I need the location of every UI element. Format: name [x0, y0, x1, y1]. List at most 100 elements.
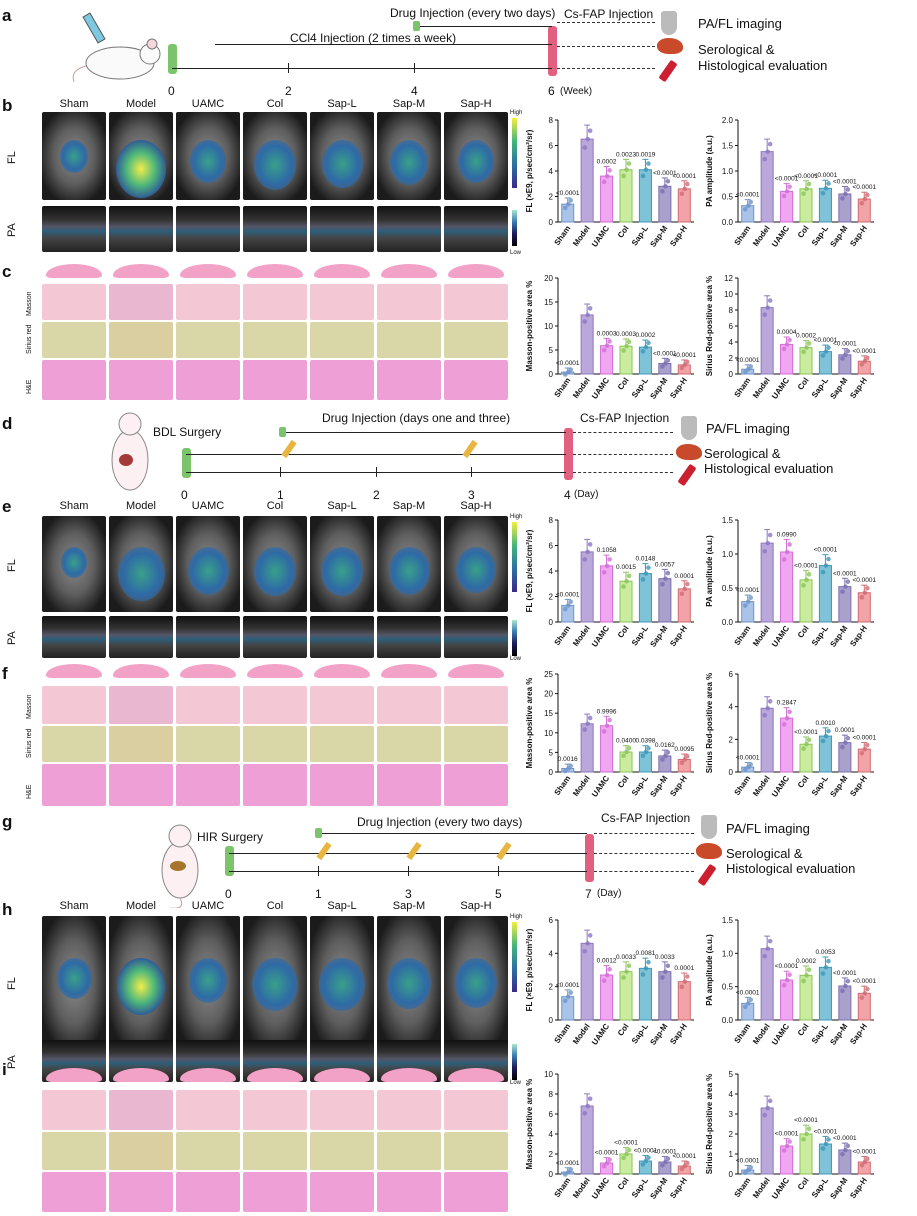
p-value-label: <0.0001	[794, 1117, 818, 1124]
y-axis-label: Masson-positive area %	[525, 281, 534, 372]
data-point	[840, 744, 845, 750]
data-point	[784, 715, 790, 721]
data-point	[660, 1162, 665, 1168]
p-value-label: <0.0001	[736, 1158, 760, 1165]
liver-section-f-0	[46, 664, 102, 678]
fl-signal	[387, 958, 431, 1010]
fl-signal	[253, 546, 297, 597]
x-tick-label: Model	[751, 224, 772, 248]
y-tick-label: 10	[724, 290, 733, 299]
data-point	[568, 367, 574, 372]
sirius-image-i-2	[176, 1132, 240, 1170]
data-point	[679, 591, 685, 596]
timeline-a-end-marker	[548, 26, 557, 76]
y-tick-label: 0.0	[722, 1016, 734, 1025]
liver-icon-a	[657, 38, 683, 54]
liver-section-f-2	[180, 664, 236, 678]
group-header-h-0: Sham	[59, 900, 89, 912]
liver-section-c-6	[448, 264, 504, 278]
data-point	[563, 606, 568, 612]
y-tick-label: 8	[549, 516, 554, 525]
fl-signal	[187, 546, 229, 595]
group-header-b-3: Col	[266, 98, 284, 110]
group-header-b-2: UAMC	[191, 98, 225, 110]
p-value-label: 0.0019	[635, 151, 655, 158]
p-value-label: 0.0001	[674, 573, 694, 580]
x-tick-label: UAMC	[770, 224, 791, 249]
p-value-label: <0.0001	[833, 1135, 857, 1142]
data-point	[823, 733, 829, 739]
he-image-c-4	[310, 360, 374, 400]
timeline-a-tick-2: 2	[285, 84, 292, 98]
data-point	[604, 1160, 610, 1166]
y-tick-label: 6	[549, 142, 554, 151]
x-tick-label: Model	[571, 376, 592, 400]
data-point	[743, 1170, 748, 1175]
data-point	[684, 974, 690, 979]
data-point	[663, 1159, 668, 1165]
p-value-label: <0.0001	[833, 341, 857, 348]
data-point	[801, 191, 806, 196]
y-tick-label: 15	[544, 298, 553, 307]
y-tick-label: 15	[544, 709, 553, 718]
masson-image-c-3	[243, 284, 307, 320]
p-value-label: 0.0010	[815, 720, 835, 727]
p-value-label: 0.0004	[777, 329, 797, 336]
sirius-image-f-4	[310, 726, 374, 762]
fl-image-b-2	[176, 112, 240, 200]
data-point	[826, 556, 831, 562]
bar-Sap-L	[638, 967, 652, 1021]
data-point	[646, 161, 651, 166]
sirius-image-c-6	[444, 322, 508, 358]
data-point	[748, 762, 754, 767]
pa-image-e-5	[377, 616, 441, 658]
masson-image-f-1	[109, 686, 173, 724]
liver-section-c-4	[314, 264, 370, 278]
fl-signal	[116, 140, 166, 199]
liver-section-c-2	[180, 264, 236, 278]
p-value-label: 0.0023	[616, 151, 636, 158]
rat-illustration-g	[161, 824, 199, 908]
data-point	[743, 207, 748, 212]
p-value-label: 0.0003	[597, 330, 617, 337]
p-value-label: <0.0001	[852, 348, 876, 355]
x-tick-label: UAMC	[770, 1176, 791, 1201]
row-label-pa-e: PA	[6, 631, 18, 645]
timeline-d-drug-label: Drug Injection (days one and three)	[322, 411, 511, 425]
p-value-label: <0.0001	[794, 563, 818, 570]
data-point	[762, 312, 768, 317]
data-point	[665, 358, 671, 363]
data-point	[643, 167, 649, 173]
fl-signal	[456, 546, 496, 593]
data-point	[845, 187, 851, 192]
x-tick-label: Col	[616, 224, 631, 240]
x-tick-label: UAMC	[770, 376, 791, 401]
data-point	[806, 181, 812, 187]
x-tick-label: Sap-H	[668, 1022, 689, 1046]
group-header-b-0: Sham	[59, 98, 89, 110]
data-point	[784, 1143, 790, 1149]
he-image-c-1	[109, 360, 173, 400]
x-tick-label: Col	[796, 1176, 811, 1192]
data-point	[781, 193, 787, 199]
liver-section-c-5	[381, 264, 437, 278]
x-tick-label: Col	[616, 1022, 631, 1038]
fl-image-b-6	[444, 112, 508, 200]
data-point	[604, 723, 610, 729]
x-tick-label: Sap-M	[828, 1176, 849, 1201]
data-point	[864, 986, 870, 992]
x-tick-label: UAMC	[770, 1022, 791, 1047]
data-point	[820, 353, 826, 358]
data-point	[864, 355, 870, 361]
data-point	[784, 549, 790, 555]
data-point	[585, 721, 591, 727]
data-point	[582, 557, 588, 562]
timeline-g-surgery: HIR Surgery	[197, 830, 264, 844]
bar-Model	[580, 314, 594, 375]
fl-image-e-4	[310, 516, 374, 612]
data-point	[859, 995, 865, 1000]
masson-image-f-5	[377, 686, 441, 724]
p-value-label: <0.0001	[556, 1160, 580, 1167]
liver-section-f-6	[448, 664, 504, 678]
data-point	[646, 340, 651, 346]
